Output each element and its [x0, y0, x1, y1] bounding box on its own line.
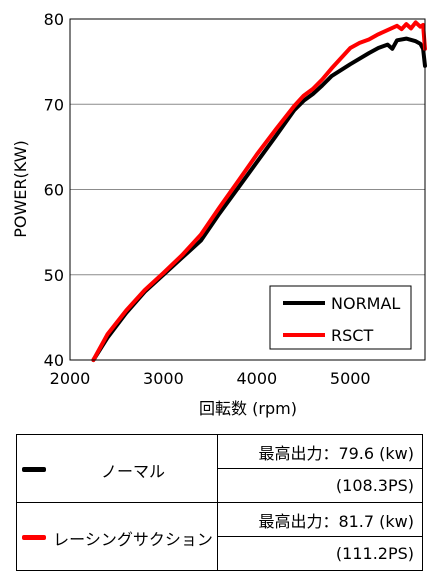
y-tick-labels: 40 50 60 70 80	[44, 10, 64, 370]
table-row: ノーマル 最高出力：79.6 (kw)	[16, 434, 423, 503]
legend-label-normal: NORMAL	[331, 294, 400, 313]
table-row: (108.3PS)	[17, 468, 423, 503]
x-tick-label: 5000	[330, 369, 371, 388]
series-layer	[91, 20, 427, 362]
plot-frame	[69, 18, 426, 361]
table-row: (111.2PS)	[17, 536, 423, 571]
row-name-cell-rsct: レーシングサクション	[16, 502, 218, 571]
row-name-normal: ノーマル	[100, 462, 165, 481]
ps-output-normal: (108.3PS)	[217, 468, 423, 503]
normal-color-swatch	[22, 467, 46, 472]
x-tick-label: 2000	[50, 369, 91, 388]
max-output-normal: 最高出力：79.6 (kw)	[217, 434, 423, 469]
x-tick-label: 4000	[236, 369, 277, 388]
y-axis-label: POWER(KW)	[11, 140, 30, 238]
legend-label-rsct: RSCT	[331, 326, 373, 345]
row-name-rsct: レーシングサクション	[53, 530, 213, 549]
series-line-rsct	[91, 20, 427, 362]
y-tick-label: 60	[44, 181, 64, 200]
y-tick-label: 50	[44, 266, 64, 285]
spec-table: ノーマル 最高出力：79.6 (kw) (108.3PS) レーシングサクション…	[16, 434, 423, 571]
legend: NORMAL RSCT	[269, 285, 412, 350]
rsct-color-swatch	[22, 535, 46, 540]
power-chart: 40 50 60 70 80 2000 3000 4000 5000 回転数 (rpm) PO…	[11, 10, 427, 418]
y-tick-label: 70	[44, 95, 64, 114]
max-output-rsct: 最高出力：81.7 (kw)	[217, 502, 423, 537]
x-axis-label: 回転数 (rpm)	[199, 399, 297, 418]
x-tick-label: 3000	[143, 369, 184, 388]
x-tick-labels: 2000 3000 4000 5000	[50, 369, 371, 388]
legend-box	[269, 285, 412, 350]
y-tick-label: 80	[44, 10, 64, 29]
table-row: レーシングサクション 最高出力：81.7 (kw)	[16, 502, 423, 571]
row-name-cell-normal: ノーマル	[16, 434, 218, 503]
ps-output-rsct: (111.2PS)	[217, 536, 423, 571]
y-tick-label: 40	[44, 351, 64, 370]
